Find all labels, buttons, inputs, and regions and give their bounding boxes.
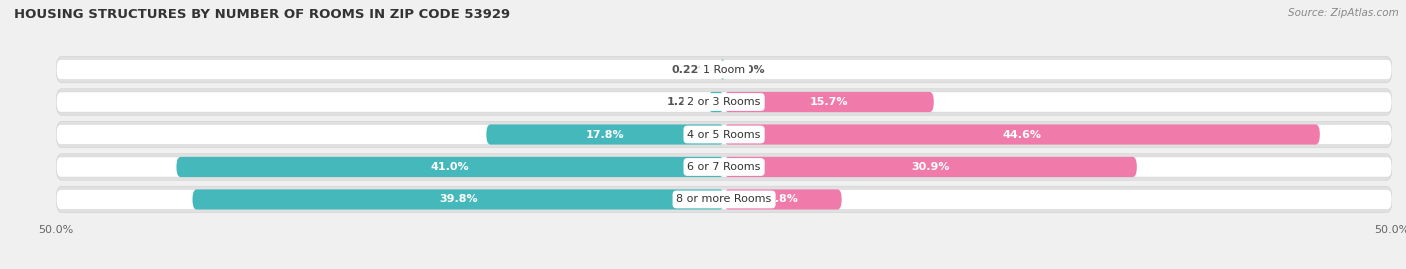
Text: 4 or 5 Rooms: 4 or 5 Rooms [688, 129, 761, 140]
FancyBboxPatch shape [709, 92, 724, 112]
Text: 15.7%: 15.7% [810, 97, 848, 107]
FancyBboxPatch shape [724, 189, 842, 210]
Text: 30.9%: 30.9% [911, 162, 949, 172]
Text: 44.6%: 44.6% [1002, 129, 1042, 140]
FancyBboxPatch shape [724, 157, 1137, 177]
FancyBboxPatch shape [724, 92, 934, 112]
Text: 6 or 7 Rooms: 6 or 7 Rooms [688, 162, 761, 172]
FancyBboxPatch shape [56, 125, 1392, 144]
FancyBboxPatch shape [56, 157, 1392, 177]
Text: 39.8%: 39.8% [439, 194, 478, 204]
FancyBboxPatch shape [724, 125, 1320, 144]
FancyBboxPatch shape [56, 121, 1392, 148]
Text: 17.8%: 17.8% [586, 129, 624, 140]
FancyBboxPatch shape [56, 154, 1392, 180]
Text: 1.2%: 1.2% [666, 97, 697, 107]
FancyBboxPatch shape [56, 92, 1392, 112]
FancyBboxPatch shape [56, 56, 1392, 83]
FancyBboxPatch shape [56, 186, 1392, 213]
Text: 41.0%: 41.0% [432, 162, 470, 172]
FancyBboxPatch shape [56, 189, 1392, 210]
Text: 8 or more Rooms: 8 or more Rooms [676, 194, 772, 204]
Text: HOUSING STRUCTURES BY NUMBER OF ROOMS IN ZIP CODE 53929: HOUSING STRUCTURES BY NUMBER OF ROOMS IN… [14, 8, 510, 21]
FancyBboxPatch shape [486, 125, 724, 144]
Text: 1 Room: 1 Room [703, 65, 745, 75]
Text: Source: ZipAtlas.com: Source: ZipAtlas.com [1288, 8, 1399, 18]
FancyBboxPatch shape [56, 89, 1392, 115]
FancyBboxPatch shape [193, 189, 724, 210]
Text: 8.8%: 8.8% [768, 194, 799, 204]
FancyBboxPatch shape [721, 59, 724, 80]
FancyBboxPatch shape [56, 59, 1392, 80]
FancyBboxPatch shape [177, 157, 724, 177]
Text: 0.22%: 0.22% [672, 65, 710, 75]
Text: 0.0%: 0.0% [735, 65, 765, 75]
Text: 2 or 3 Rooms: 2 or 3 Rooms [688, 97, 761, 107]
